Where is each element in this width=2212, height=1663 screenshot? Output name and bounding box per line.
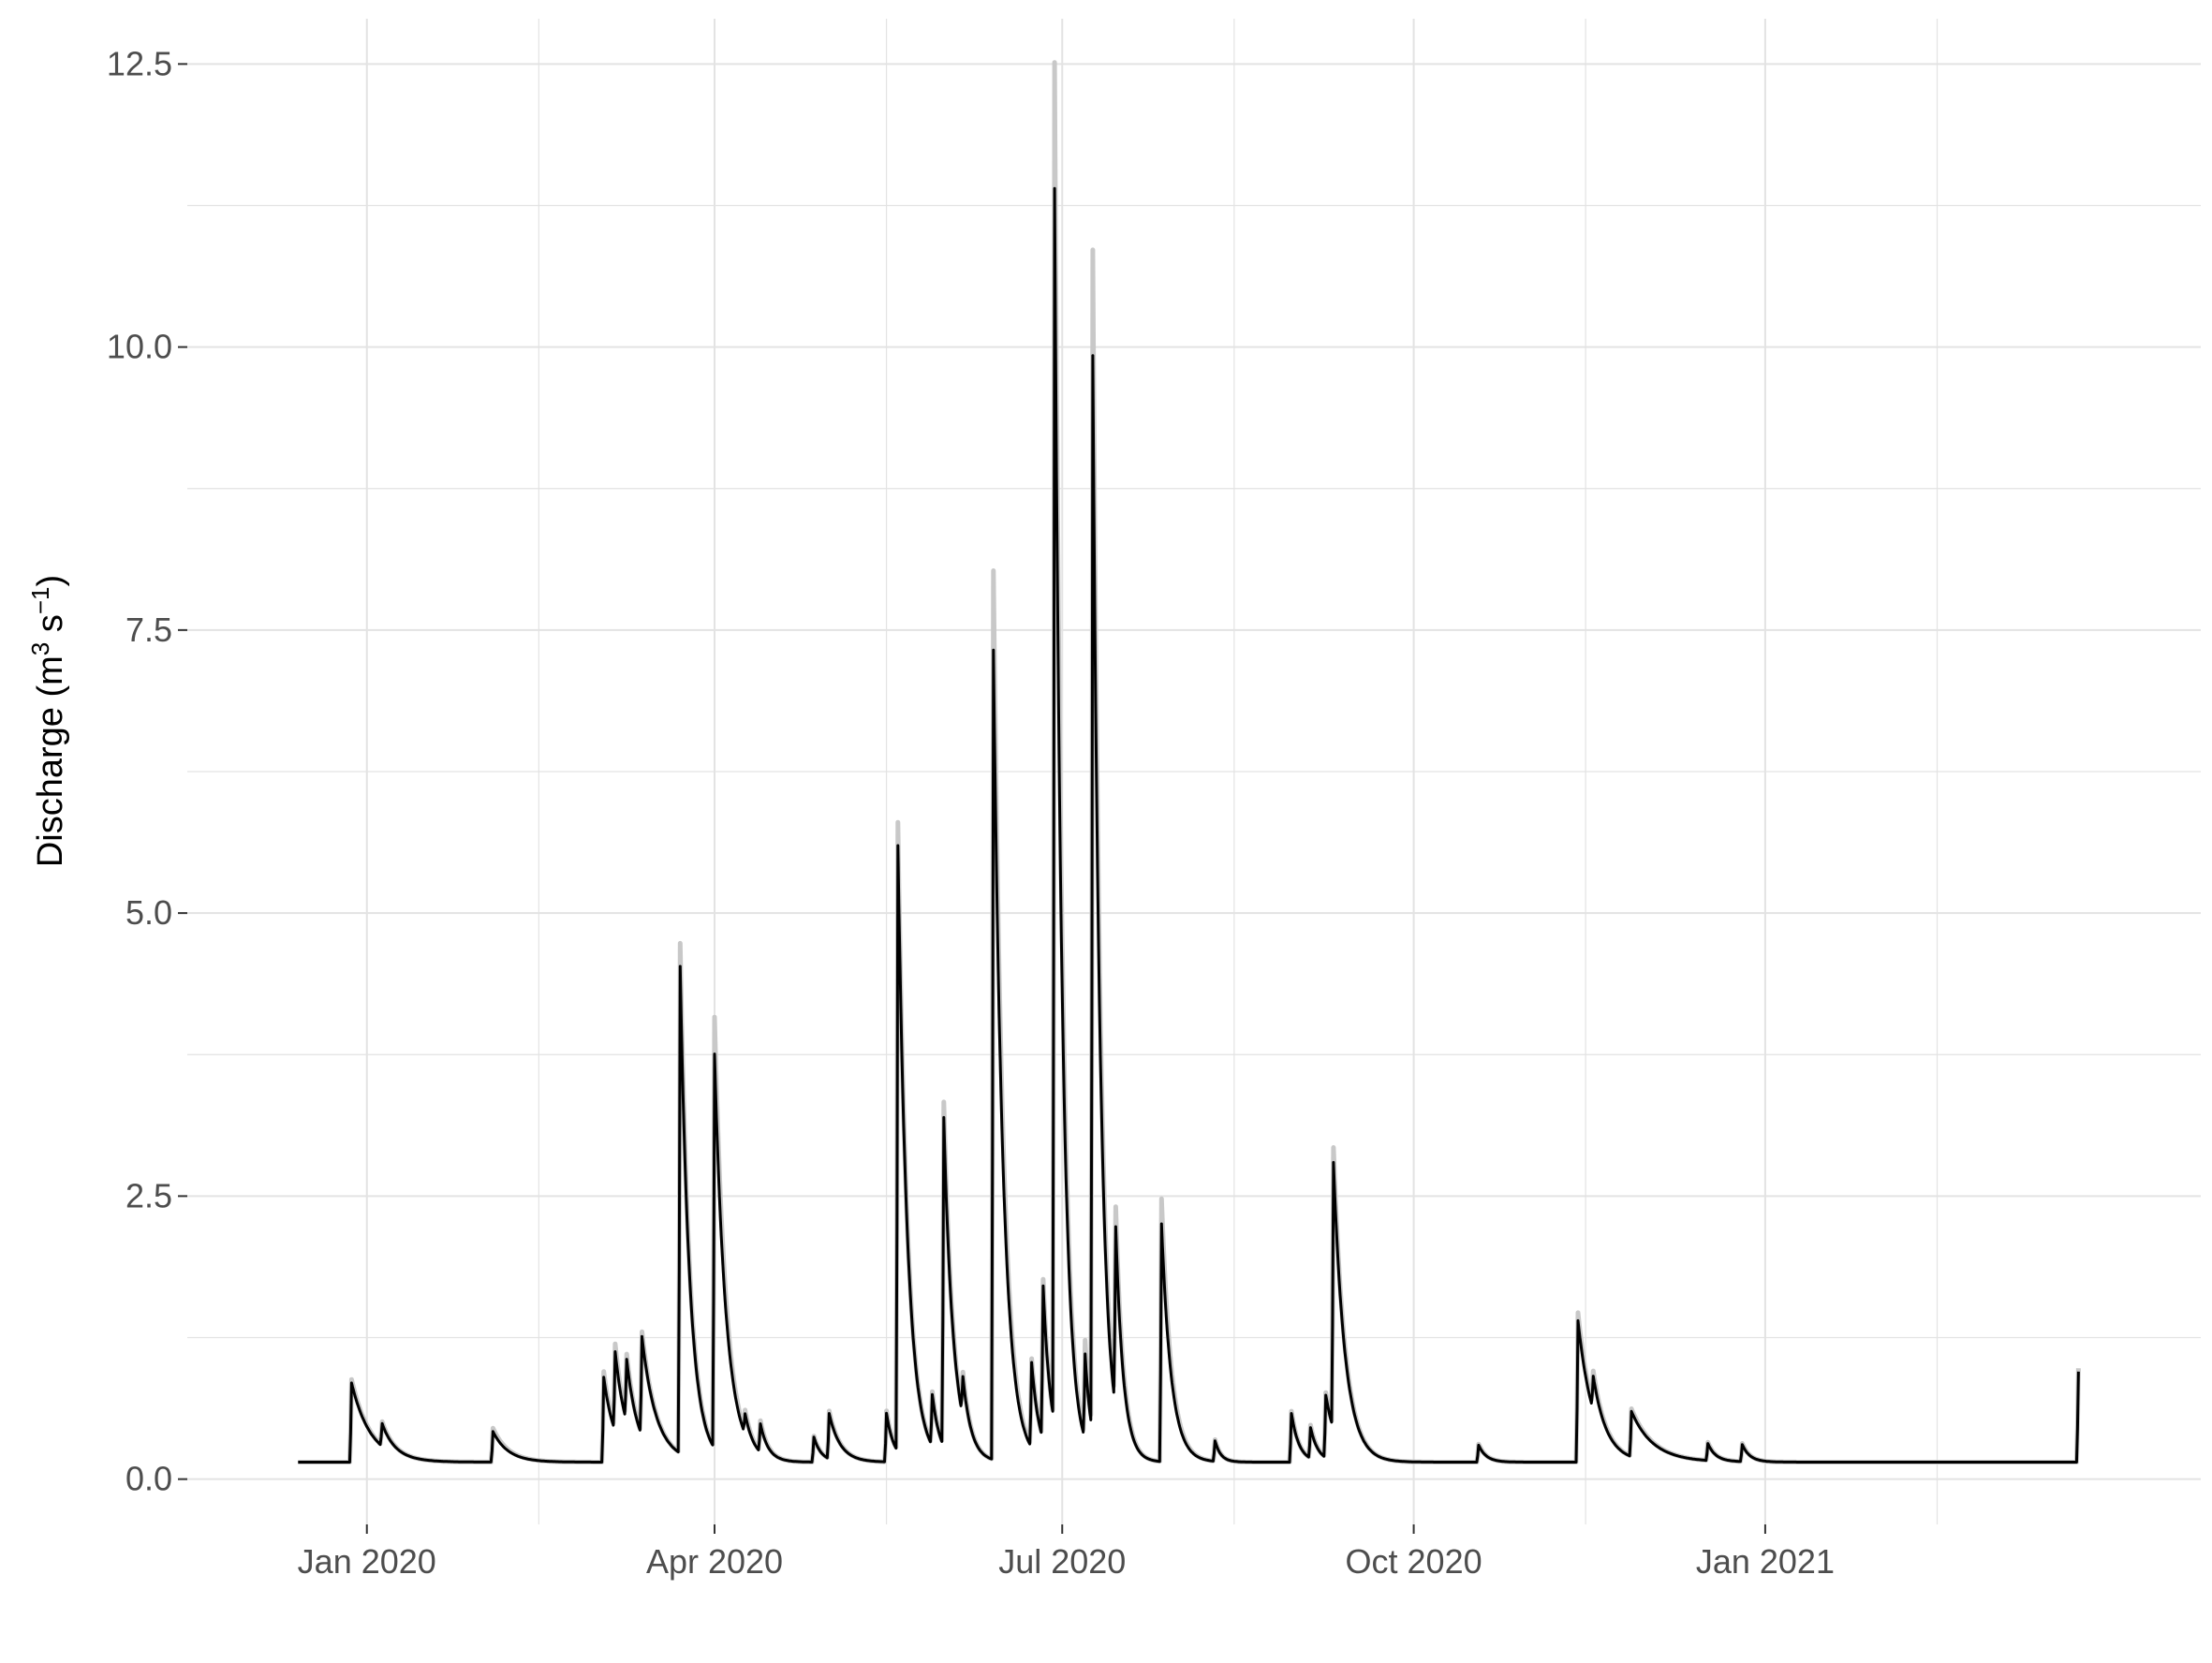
y-tick-label: 7.5 (125, 611, 172, 649)
y-axis-title-end: ) (31, 575, 70, 587)
y-tick-label: 2.5 (125, 1176, 172, 1214)
y-axis-title-mid: s (31, 614, 70, 642)
y-tick-label: 5.0 (125, 893, 172, 932)
y-axis-title: Discharge (m3 s−1) (26, 575, 70, 867)
y-tick-label: 10.0 (107, 328, 172, 366)
y-tick-label: 12.5 (107, 44, 172, 82)
grid-layer (187, 19, 2201, 1524)
y-tick-label: 0.0 (125, 1460, 172, 1498)
x-tick-label: Jan 2021 (1696, 1542, 1835, 1581)
axis-layer: 0.0 2.5 5.0 7.5 10.0 12.5 Jan 2020 Apr 2020 Jul … (107, 44, 1835, 1581)
uncertainty-upper-line (296, 60, 2081, 1464)
x-tick-label: Jul 2020 (998, 1542, 1126, 1581)
x-tick-label: Oct 2020 (1346, 1542, 1482, 1581)
y-axis-title-sup-2: −1 (26, 587, 54, 615)
x-tick-label: Apr 2020 (646, 1542, 783, 1581)
y-axis-title-main: Discharge (m (31, 655, 70, 867)
uncertainty-band-layer (296, 60, 2081, 1464)
series-line-layer (297, 186, 2080, 1464)
discharge-series-line (297, 186, 2080, 1464)
y-axis-title-sup-1: 3 (26, 642, 54, 655)
x-tick-label: Jan 2020 (298, 1542, 436, 1581)
